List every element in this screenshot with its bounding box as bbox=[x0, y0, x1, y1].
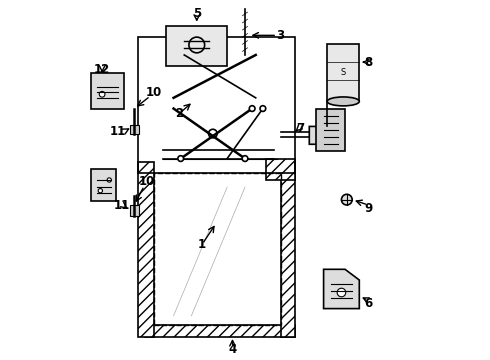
Ellipse shape bbox=[327, 97, 359, 106]
Polygon shape bbox=[281, 162, 295, 337]
Text: 4: 4 bbox=[228, 343, 237, 356]
Circle shape bbox=[342, 194, 352, 205]
Polygon shape bbox=[327, 44, 359, 102]
Text: 3: 3 bbox=[277, 29, 285, 42]
Polygon shape bbox=[167, 26, 227, 66]
Polygon shape bbox=[323, 269, 359, 309]
Circle shape bbox=[99, 91, 105, 97]
Text: 11: 11 bbox=[114, 198, 130, 212]
Circle shape bbox=[242, 156, 248, 161]
Polygon shape bbox=[130, 205, 139, 216]
Text: 10: 10 bbox=[139, 175, 155, 188]
Text: 8: 8 bbox=[364, 55, 372, 69]
Text: 5: 5 bbox=[193, 8, 201, 21]
Polygon shape bbox=[138, 162, 154, 337]
Circle shape bbox=[260, 106, 266, 111]
Circle shape bbox=[337, 288, 346, 297]
Text: 7: 7 bbox=[296, 122, 304, 135]
Text: 10: 10 bbox=[146, 86, 162, 99]
Circle shape bbox=[178, 156, 184, 161]
Polygon shape bbox=[92, 73, 123, 109]
Text: S: S bbox=[341, 68, 346, 77]
Circle shape bbox=[98, 189, 102, 193]
Polygon shape bbox=[130, 125, 139, 134]
Text: 1: 1 bbox=[198, 238, 206, 251]
Polygon shape bbox=[317, 109, 345, 152]
Text: 6: 6 bbox=[364, 297, 372, 310]
Polygon shape bbox=[267, 158, 295, 180]
Text: 12: 12 bbox=[94, 63, 110, 76]
Circle shape bbox=[107, 178, 111, 182]
Text: 2: 2 bbox=[175, 107, 183, 120]
Text: 9: 9 bbox=[364, 202, 372, 215]
Polygon shape bbox=[92, 169, 117, 202]
Circle shape bbox=[249, 106, 255, 111]
Polygon shape bbox=[145, 325, 295, 337]
Text: 11: 11 bbox=[110, 125, 126, 138]
Polygon shape bbox=[309, 126, 331, 144]
